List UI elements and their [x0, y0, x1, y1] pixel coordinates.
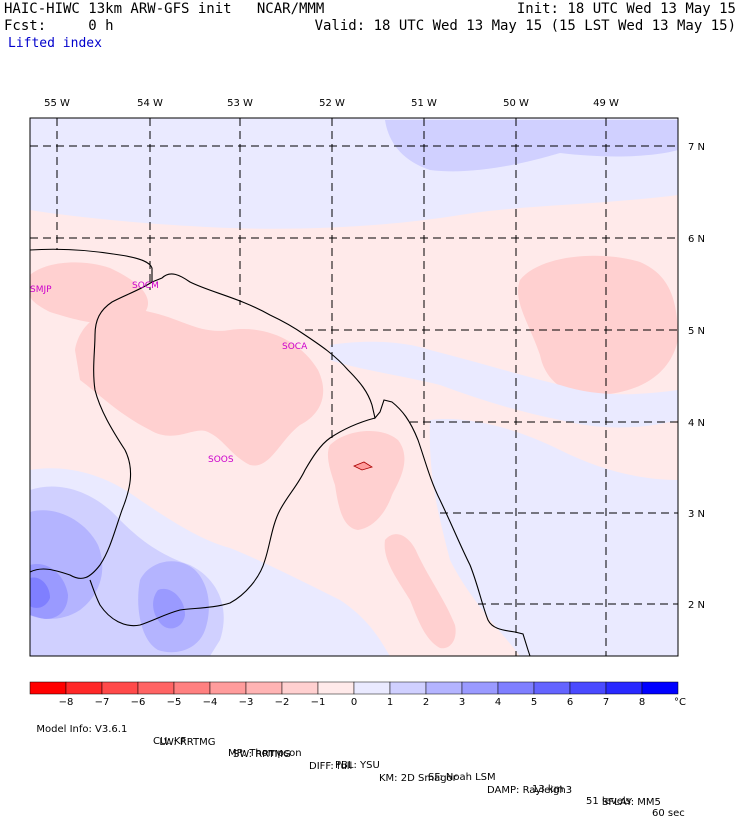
colorbar-swatch [389, 681, 427, 695]
colorbar-tick-label: −3 [239, 697, 254, 708]
colorbar-swatch [317, 681, 355, 695]
colorbar-tick-label: 3 [459, 697, 465, 708]
colorbar-unit: °C [674, 697, 686, 708]
footer-item: DAMP: Rayleigh3 [487, 785, 573, 796]
colorbar-tick-label: 8 [639, 697, 645, 708]
colorbar-tick-label: −8 [59, 697, 74, 708]
header-forecast-hour: Fcst: 0 h [4, 18, 114, 34]
lat-label: 2 N [688, 600, 705, 611]
lat-lon-grid [30, 118, 678, 656]
colorbar-swatch [173, 681, 211, 695]
colorbar-tick-label: −4 [203, 697, 218, 708]
colorbar-swatch [641, 681, 679, 695]
colorbar-swatch [281, 681, 319, 695]
colorbar-tick-label: −2 [275, 697, 290, 708]
station-label: SOCM [132, 281, 159, 291]
colorbar-tick-label: 2 [423, 697, 429, 708]
footer-item: Model Info: V3.6.1 [36, 724, 128, 735]
colorbar: −8 −7 −6 −5 −4 −3 −2 −1 0 1 2 3 4 5 6 7 8 [29, 681, 679, 708]
lat-label: 7 N [688, 142, 705, 153]
colorbar-swatch [209, 681, 247, 695]
footer-line-1: Model Info: V3.6.1 CU: KF MP: Thompson P… [30, 712, 684, 820]
lon-label: 49 W [593, 98, 619, 109]
colorbar-tick-label: −7 [95, 697, 110, 708]
station-label: SOCA [282, 342, 308, 352]
colorbar-swatch [605, 681, 643, 695]
colorbar-swatch [65, 681, 103, 695]
lon-label: 52 W [319, 98, 345, 109]
colorbar-tick-label: 0 [351, 697, 357, 708]
lon-label: 53 W [227, 98, 253, 109]
lon-label: 54 W [137, 98, 163, 109]
colorbar-tick-label: 6 [567, 697, 573, 708]
footer-line-2: LW: RRTMG SW: RRTMG DIFF: full KM: 2D Sm… [153, 725, 661, 809]
lifted-index-map: 55 W 54 W 53 W 52 W 51 W 50 W 49 W 7 N 6… [29, 98, 705, 708]
colorbar-swatch [425, 681, 463, 695]
header-valid-time: Valid: 18 UTC Wed 13 May 15 (15 LST Wed … [314, 18, 736, 34]
colorbar-swatch [569, 681, 607, 695]
map-frame [29, 117, 679, 657]
colorbar-tick-label: 5 [531, 697, 537, 708]
colorbar-swatch [137, 681, 175, 695]
lon-label: 51 W [411, 98, 437, 109]
footer-item: DIFF: full [309, 761, 353, 772]
colorbar-swatch [461, 681, 499, 695]
colorbar-swatch [245, 681, 283, 695]
header-init-time: Init: 18 UTC Wed 13 May 15 [516, 1, 736, 17]
colorbar-tick-label: −6 [131, 697, 146, 708]
colorbar-swatch [497, 681, 535, 695]
colorbar-tick-label: −1 [311, 697, 326, 708]
colorbar-swatch [533, 681, 571, 695]
station-label: SMJP [30, 285, 52, 295]
colorbar-tick-label: −5 [167, 697, 182, 708]
lat-label: 6 N [688, 234, 705, 245]
colorbar-swatch [353, 681, 391, 695]
lat-label: 3 N [688, 509, 705, 520]
lon-label: 55 W [44, 98, 70, 109]
contour-fill [30, 118, 678, 656]
lat-label: 5 N [688, 326, 705, 337]
footer-item: LW: RRTMG [159, 737, 216, 748]
lon-label: 50 W [503, 98, 529, 109]
header-title: HAIC-HIWC 13km ARW-GFS init NCAR/MMM [4, 1, 325, 17]
station-label: SOOS [208, 455, 234, 465]
colorbar-tick-label: 4 [495, 697, 501, 708]
field-name: Lifted index [8, 36, 102, 51]
colorbar-swatch [29, 681, 67, 695]
colorbar-tick-label: 7 [603, 697, 609, 708]
footer-item: SW: RRTMG [233, 749, 291, 760]
footer-item: SFLAY: MM5 [602, 797, 661, 808]
footer-item: 60 sec [652, 808, 685, 819]
coastlines [29, 248, 531, 657]
colorbar-swatch [101, 681, 139, 695]
lat-label: 4 N [688, 418, 705, 429]
footer-item: KM: 2D Smagor [379, 773, 457, 784]
colorbar-tick-label: 1 [387, 697, 393, 708]
